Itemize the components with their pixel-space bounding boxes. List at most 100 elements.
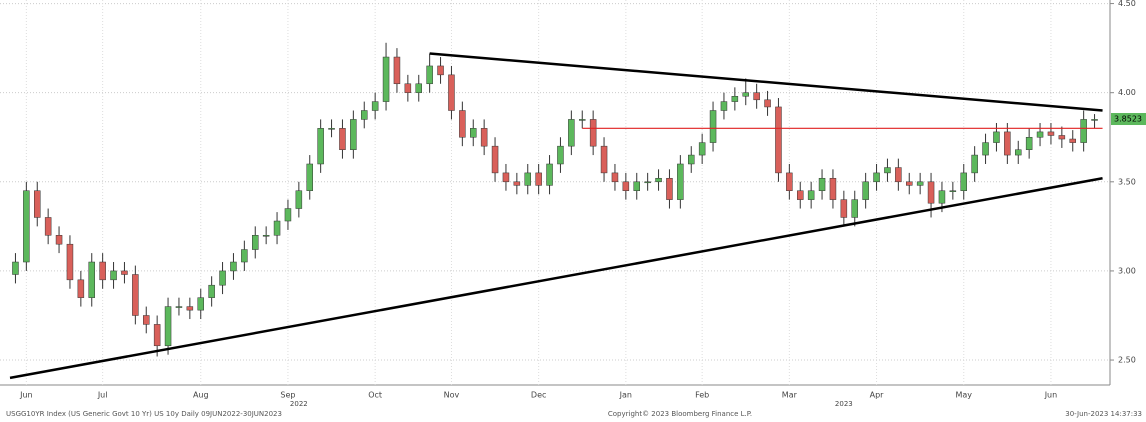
candle-body	[818, 177, 826, 191]
candle-body	[393, 56, 401, 85]
candle-body	[284, 208, 292, 222]
trend-line	[9, 177, 1103, 380]
y-tick-label: 2.50	[1118, 356, 1136, 365]
candle-body	[66, 243, 74, 281]
candle-body	[55, 235, 63, 245]
candle-body	[415, 83, 422, 93]
footer-center: Copyright© 2023 Bloomberg Finance L.P.	[608, 410, 752, 418]
candle-body	[666, 177, 673, 200]
candle-body	[895, 167, 902, 183]
x-tick-label: Apr	[870, 391, 885, 400]
candle-body	[600, 145, 608, 174]
trend-line	[429, 52, 1103, 112]
candle-body	[1004, 131, 1011, 156]
candle-body	[88, 261, 95, 298]
candle-body	[77, 279, 85, 298]
candle-body	[1091, 119, 1098, 121]
candle-body	[306, 163, 313, 191]
candle-body	[459, 110, 466, 138]
candle-body	[742, 92, 749, 97]
candle-body	[513, 181, 521, 186]
footer-right: 30-Jun-2023 14:37:33	[1065, 410, 1142, 418]
candle-body	[644, 181, 651, 184]
x-tick-label: Feb	[695, 391, 709, 400]
candle-body	[426, 65, 433, 85]
x-tick-label: Jun	[19, 391, 33, 400]
candle-body	[568, 119, 575, 147]
candle-body	[622, 181, 630, 191]
candle-body	[262, 235, 270, 237]
candle-body	[143, 315, 150, 325]
candle-body	[731, 96, 739, 102]
candle-body	[317, 128, 324, 165]
x-tick-label: Oct	[368, 391, 382, 400]
candle-body	[611, 172, 619, 183]
x-tick-label: Sep	[280, 391, 295, 400]
price-label: 3.8523	[1114, 115, 1142, 124]
candle-body	[677, 163, 684, 200]
candle-body	[775, 106, 782, 174]
y-tick-label: 3.00	[1118, 266, 1136, 275]
x-tick-label: Jul	[97, 391, 108, 400]
candle-body	[491, 145, 499, 174]
candle-body	[23, 190, 30, 263]
candle-body	[252, 235, 259, 250]
candle-body	[44, 217, 52, 236]
candle-body	[164, 306, 172, 347]
candle-body	[993, 131, 1000, 143]
candle-body	[12, 261, 19, 275]
candle-body	[208, 284, 215, 298]
candle-body	[982, 142, 989, 156]
candle-body	[764, 99, 771, 108]
candle-body	[448, 74, 455, 111]
candle-body	[382, 56, 390, 102]
candle-body	[960, 172, 967, 191]
x-tick-label: Mar	[782, 391, 798, 400]
x-tick-label: Jun	[1044, 391, 1058, 400]
candle-body	[197, 297, 204, 311]
candle-body	[34, 190, 41, 218]
candle-body	[927, 181, 935, 204]
candle-body	[797, 190, 804, 200]
candle-body	[153, 324, 161, 347]
candle-body	[1069, 138, 1076, 143]
candle-body	[851, 199, 858, 218]
candle-body	[1036, 131, 1044, 138]
candle-body	[633, 181, 640, 191]
candle-body	[655, 177, 662, 183]
candle-body	[524, 172, 531, 186]
candle-body	[339, 128, 346, 150]
candle-body	[840, 199, 848, 218]
candle-body	[884, 167, 891, 174]
y-tick-label: 3.50	[1118, 177, 1136, 186]
y-tick-label: 4.50	[1118, 0, 1136, 8]
candle-body	[241, 249, 248, 263]
candle-body	[1015, 149, 1022, 156]
candle-body	[110, 270, 117, 281]
candle-body	[557, 145, 564, 165]
candle-body	[720, 101, 728, 111]
candle-body	[786, 172, 793, 191]
x-tick-label: Nov	[444, 391, 460, 400]
candle-body	[219, 270, 226, 286]
candle-body	[99, 261, 106, 281]
candle-body	[862, 181, 869, 200]
candle-body	[361, 110, 368, 120]
candle-body	[1025, 136, 1033, 150]
candle-body	[698, 142, 706, 156]
candle-body	[535, 172, 542, 186]
candle-body	[829, 177, 837, 200]
candle-body	[1080, 119, 1087, 143]
candle-body	[579, 119, 586, 121]
candle-body	[121, 270, 128, 275]
candle-body	[470, 128, 477, 138]
candle-body	[873, 172, 880, 183]
candle-body	[753, 92, 760, 101]
candle-body	[328, 128, 335, 130]
candle-body	[350, 119, 357, 150]
candle-body	[371, 101, 379, 111]
candle-body	[949, 190, 957, 192]
candle-body	[132, 274, 139, 316]
